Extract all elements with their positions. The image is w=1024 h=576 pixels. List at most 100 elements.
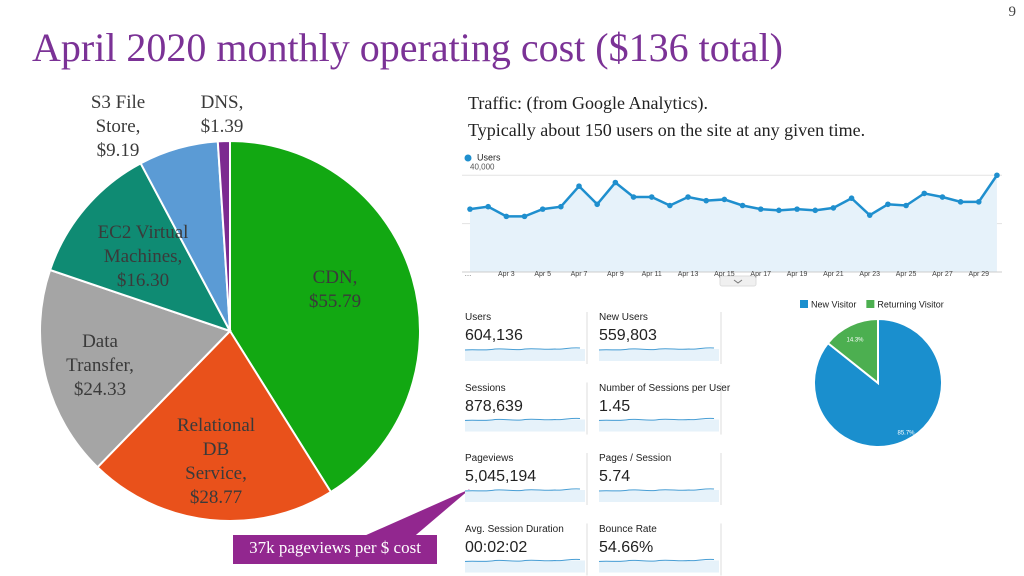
point <box>539 206 546 212</box>
slice-category: CDN, <box>312 267 358 288</box>
sparkline <box>464 558 581 562</box>
x-tick-label: Apr 23 <box>859 271 880 278</box>
slice-value: $28.77 <box>189 487 243 508</box>
point <box>521 213 528 220</box>
x-tick-label: Apr 25 <box>896 271 917 278</box>
sparkline <box>464 417 581 421</box>
x-tick-label: … <box>465 271 472 278</box>
legend-label: Returning Visitor <box>877 299 943 309</box>
x-tick-label: Apr 27 <box>932 271 953 278</box>
point <box>866 212 873 218</box>
point <box>558 203 564 210</box>
metric-value: 5.74 <box>599 468 631 485</box>
point <box>921 190 928 197</box>
point <box>757 206 764 212</box>
sparkline-area <box>465 560 585 573</box>
pie-slice <box>39 268 232 469</box>
slice-value: $55.79 <box>308 291 362 312</box>
point <box>903 202 909 209</box>
slice-category: DNS, <box>200 92 244 113</box>
page-number: 9 <box>1008 4 1017 20</box>
scroll-handle[interactable] <box>719 275 757 287</box>
legend-swatch <box>866 300 875 308</box>
point <box>939 194 946 200</box>
slice-value: $16.30 <box>116 270 170 291</box>
metric-label: Avg. Session Duration <box>465 523 564 535</box>
point <box>812 207 819 214</box>
x-tick-label: Apr 15 <box>714 271 735 278</box>
legend-label: Users <box>477 152 501 162</box>
point <box>721 196 728 203</box>
sparkline-area <box>465 419 585 432</box>
y-tick-label: 40,000 <box>470 162 495 171</box>
metric-value: 1.45 <box>599 397 631 415</box>
slice-value: 85.7% <box>897 431 915 437</box>
slice-value: 14.3% <box>846 338 864 344</box>
x-tick-label: Apr 17 <box>750 271 771 278</box>
point <box>776 207 782 214</box>
sparkline <box>598 347 715 351</box>
point <box>503 213 510 220</box>
metric-value: 54.66% <box>599 538 654 556</box>
sparkline-area <box>599 419 719 432</box>
sparkline-area <box>599 490 719 502</box>
slice-label: Data Transfer, $24.33 <box>55 330 145 402</box>
metric-value: 5,045,194 <box>465 468 537 485</box>
sparkline <box>598 558 715 562</box>
x-tick-label: Apr 3 <box>498 271 515 278</box>
pie-slice <box>216 139 231 332</box>
slice-category: Data Transfer, <box>66 331 134 376</box>
x-tick-label: Apr 7 <box>571 271 588 278</box>
legend-marker <box>464 154 472 162</box>
point <box>975 199 982 205</box>
slice-category: Relational DB Service, <box>176 415 256 484</box>
point <box>576 183 582 189</box>
callout-text: 37k pageviews per $ cost <box>249 538 421 557</box>
slice-label: CDN, $55.79 <box>285 266 385 314</box>
point <box>830 205 837 211</box>
callout-box <box>233 535 437 564</box>
pie-slice <box>96 329 333 522</box>
slice-category: S3 File Store, <box>90 92 146 137</box>
metric-value: 00:02:02 <box>465 538 528 556</box>
slice-label: EC2 Virtual Machines, $16.30 <box>83 221 203 293</box>
sparkline <box>598 417 715 421</box>
metric-label: Pageviews <box>465 453 514 464</box>
slice-value: $9.19 <box>96 140 140 161</box>
pie-slice <box>826 317 879 386</box>
pie-slice <box>48 161 233 333</box>
sparkline-area <box>465 349 585 361</box>
metric-value: 559,803 <box>599 327 657 344</box>
point <box>594 201 600 208</box>
line <box>469 174 998 218</box>
slice-category: EC2 Virtual Machines, <box>97 222 189 267</box>
slice-label: S3 File Store, $9.19 <box>78 91 158 163</box>
point <box>648 194 655 200</box>
point <box>630 194 637 200</box>
metric-label: Users <box>465 312 492 323</box>
metric-label: Number of Sessions per User <box>599 382 731 394</box>
scroll-arrow <box>733 279 743 284</box>
metric-value: 604,136 <box>465 327 523 344</box>
point <box>667 202 673 209</box>
metric-label: Sessions <box>465 382 506 394</box>
x-tick-label: Apr 11 <box>642 271 662 278</box>
slide-title: April 2020 monthly operating cost ($136 … <box>32 25 783 70</box>
legend-swatch <box>800 300 808 308</box>
sparkline <box>598 488 715 492</box>
sparkline <box>464 347 581 351</box>
slice-label: DNS, $1.39 <box>187 91 257 139</box>
traffic-note: Typically about 150 users on the site at… <box>468 120 866 140</box>
legend-label: New Visitor <box>811 299 856 309</box>
metric-label: New Users <box>599 312 648 323</box>
pie-slice <box>229 139 421 494</box>
point <box>957 199 964 205</box>
point <box>467 206 473 212</box>
point <box>794 206 800 212</box>
metric-label: Bounce Rate <box>599 523 657 535</box>
x-tick-label: Apr 19 <box>787 271 808 278</box>
x-tick-label: Apr 5 <box>534 271 551 278</box>
callout-pointer <box>355 489 470 540</box>
